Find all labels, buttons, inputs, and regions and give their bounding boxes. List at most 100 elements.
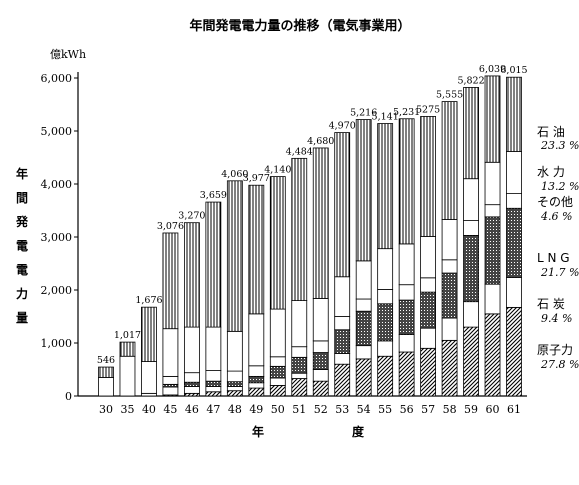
bar-segment-other (484, 204, 501, 218)
x-tick-label: 54 (357, 403, 371, 416)
bar-total-label: 5275 (416, 104, 440, 115)
bar-segment-nuclear (248, 387, 265, 397)
bar-segment-nuclear (463, 326, 479, 397)
y-label-char: 発 (15, 214, 29, 229)
bar-segment-hydro (506, 151, 522, 194)
bar-segment-oil (119, 341, 136, 357)
bar-segment-oil (141, 306, 157, 362)
bar-segment-nuclear (291, 378, 308, 397)
x-tick-label: 53 (335, 403, 349, 416)
bar-segment-nuclear (441, 339, 458, 397)
bar-segment-other (441, 259, 458, 274)
bar-segment-oil (205, 201, 222, 328)
bars: 5461,0171,6763,0763,2703,6594,0603,9774,… (97, 64, 528, 397)
x-tick-label: 58 (443, 403, 457, 416)
bar-segment-coal (484, 283, 501, 315)
legend-name-hydro: 水 力 (537, 165, 565, 179)
bar-total-label: 1,676 (135, 295, 162, 306)
bar-segment-lng (484, 216, 501, 285)
bar-segment-hydro (248, 313, 265, 367)
bar-segment-hydro (441, 219, 458, 261)
x-tick-label: 55 (378, 403, 392, 416)
bar-total-label: 3,270 (178, 211, 205, 222)
legend-name-lng: L N G (537, 251, 570, 265)
bar-segment-lng (334, 329, 351, 355)
bar-segment-coal (398, 334, 415, 353)
bar-segment-coal (355, 345, 372, 360)
bar-segment-hydro (377, 248, 394, 290)
legend-share-oil: 23.3 % (540, 139, 579, 152)
y-tick-label: 4,000 (41, 178, 73, 191)
bar-segment-lng (420, 291, 437, 329)
chart-title: 年間発電電力量の推移（電気事業用） (189, 18, 410, 34)
bar-segment-lng (183, 381, 200, 387)
x-tick-label: 48 (228, 403, 242, 416)
bar-segment-nuclear (205, 391, 222, 397)
legend-share-other: 4.6 % (540, 210, 572, 223)
bar-segment-coal (506, 277, 522, 308)
x-tick-label: 60 (486, 403, 500, 416)
bar-total-label: 5,555 (436, 90, 463, 101)
bar-segment-lng (291, 356, 308, 374)
bar-segment-coal (463, 301, 479, 328)
bar-segment-oil (441, 101, 458, 220)
bar-segment-hydro (119, 355, 136, 397)
bar-total-label: 5,141 (372, 112, 399, 123)
y-label-char: 年 (16, 166, 28, 181)
bar-total-label: 1,017 (114, 330, 141, 341)
bar-segment-other (463, 220, 479, 236)
bar-segment-coal (205, 386, 222, 393)
bar-segment-hydro (334, 276, 351, 317)
bar-total-label: 3,076 (157, 221, 184, 232)
legend-name-other: その他 (537, 195, 573, 209)
bar-segment-hydro (205, 326, 222, 371)
bar-segment-other (506, 193, 522, 209)
bar-segment-other (377, 289, 394, 305)
bar-segment-coal (226, 386, 243, 392)
bar-segment-nuclear (398, 351, 415, 397)
bar-segment-oil (506, 76, 522, 152)
legend-share-coal: 9.4 % (541, 312, 572, 325)
bar-segment-hydro (183, 326, 200, 374)
bar-segment-nuclear (484, 313, 501, 397)
bar-segment-oil (312, 147, 329, 299)
bar-segment-hydro (463, 178, 479, 221)
bar-total-label: 4,484 (286, 146, 313, 157)
x-tick-label: 50 (271, 403, 285, 416)
bar-segment-coal (162, 386, 179, 396)
bar-total-label: 4,060 (221, 169, 248, 180)
bar-segment-coal (269, 377, 286, 386)
bar-total-label: 5,216 (350, 108, 377, 119)
y-tick-label: 3,000 (41, 231, 73, 244)
bar-segment-coal (291, 372, 308, 379)
bar-segment-lng (205, 380, 222, 387)
bar-segment-nuclear (334, 363, 351, 397)
bar-segment-hydro (98, 377, 114, 397)
bar-segment-other (205, 370, 222, 382)
bar-segment-lng (226, 381, 243, 387)
y-label-char: 電 (16, 239, 28, 253)
x-tick-label: 40 (142, 403, 156, 416)
bar-segment-hydro (141, 361, 157, 394)
bar-segment-other (291, 346, 308, 358)
bar-segment-other (269, 356, 286, 367)
bar-segment-lng (398, 299, 415, 335)
bar-total-label: 6,039 (479, 64, 506, 75)
bar-segment-nuclear (506, 306, 522, 397)
bar-segment-oil (377, 123, 394, 250)
bar-total-label: 5,822 (457, 75, 484, 86)
x-tick-label: 30 (99, 403, 113, 416)
bar-segment-hydro (312, 298, 329, 342)
bar-segment-coal (248, 382, 265, 389)
bar-total-label: 3,659 (200, 190, 227, 201)
bar-total-label: 4,140 (264, 165, 291, 176)
x-axis-label: 年度 (252, 424, 365, 439)
bar-segment-lng (355, 310, 372, 347)
bar-segment-lng (312, 352, 329, 370)
bar-segment-oil (269, 176, 286, 310)
bar-total-label: 4,680 (307, 136, 334, 147)
legend-name-oil: 石 油 (537, 125, 565, 139)
x-tick-label: 47 (206, 403, 220, 416)
x-tick-label: 45 (163, 403, 177, 416)
